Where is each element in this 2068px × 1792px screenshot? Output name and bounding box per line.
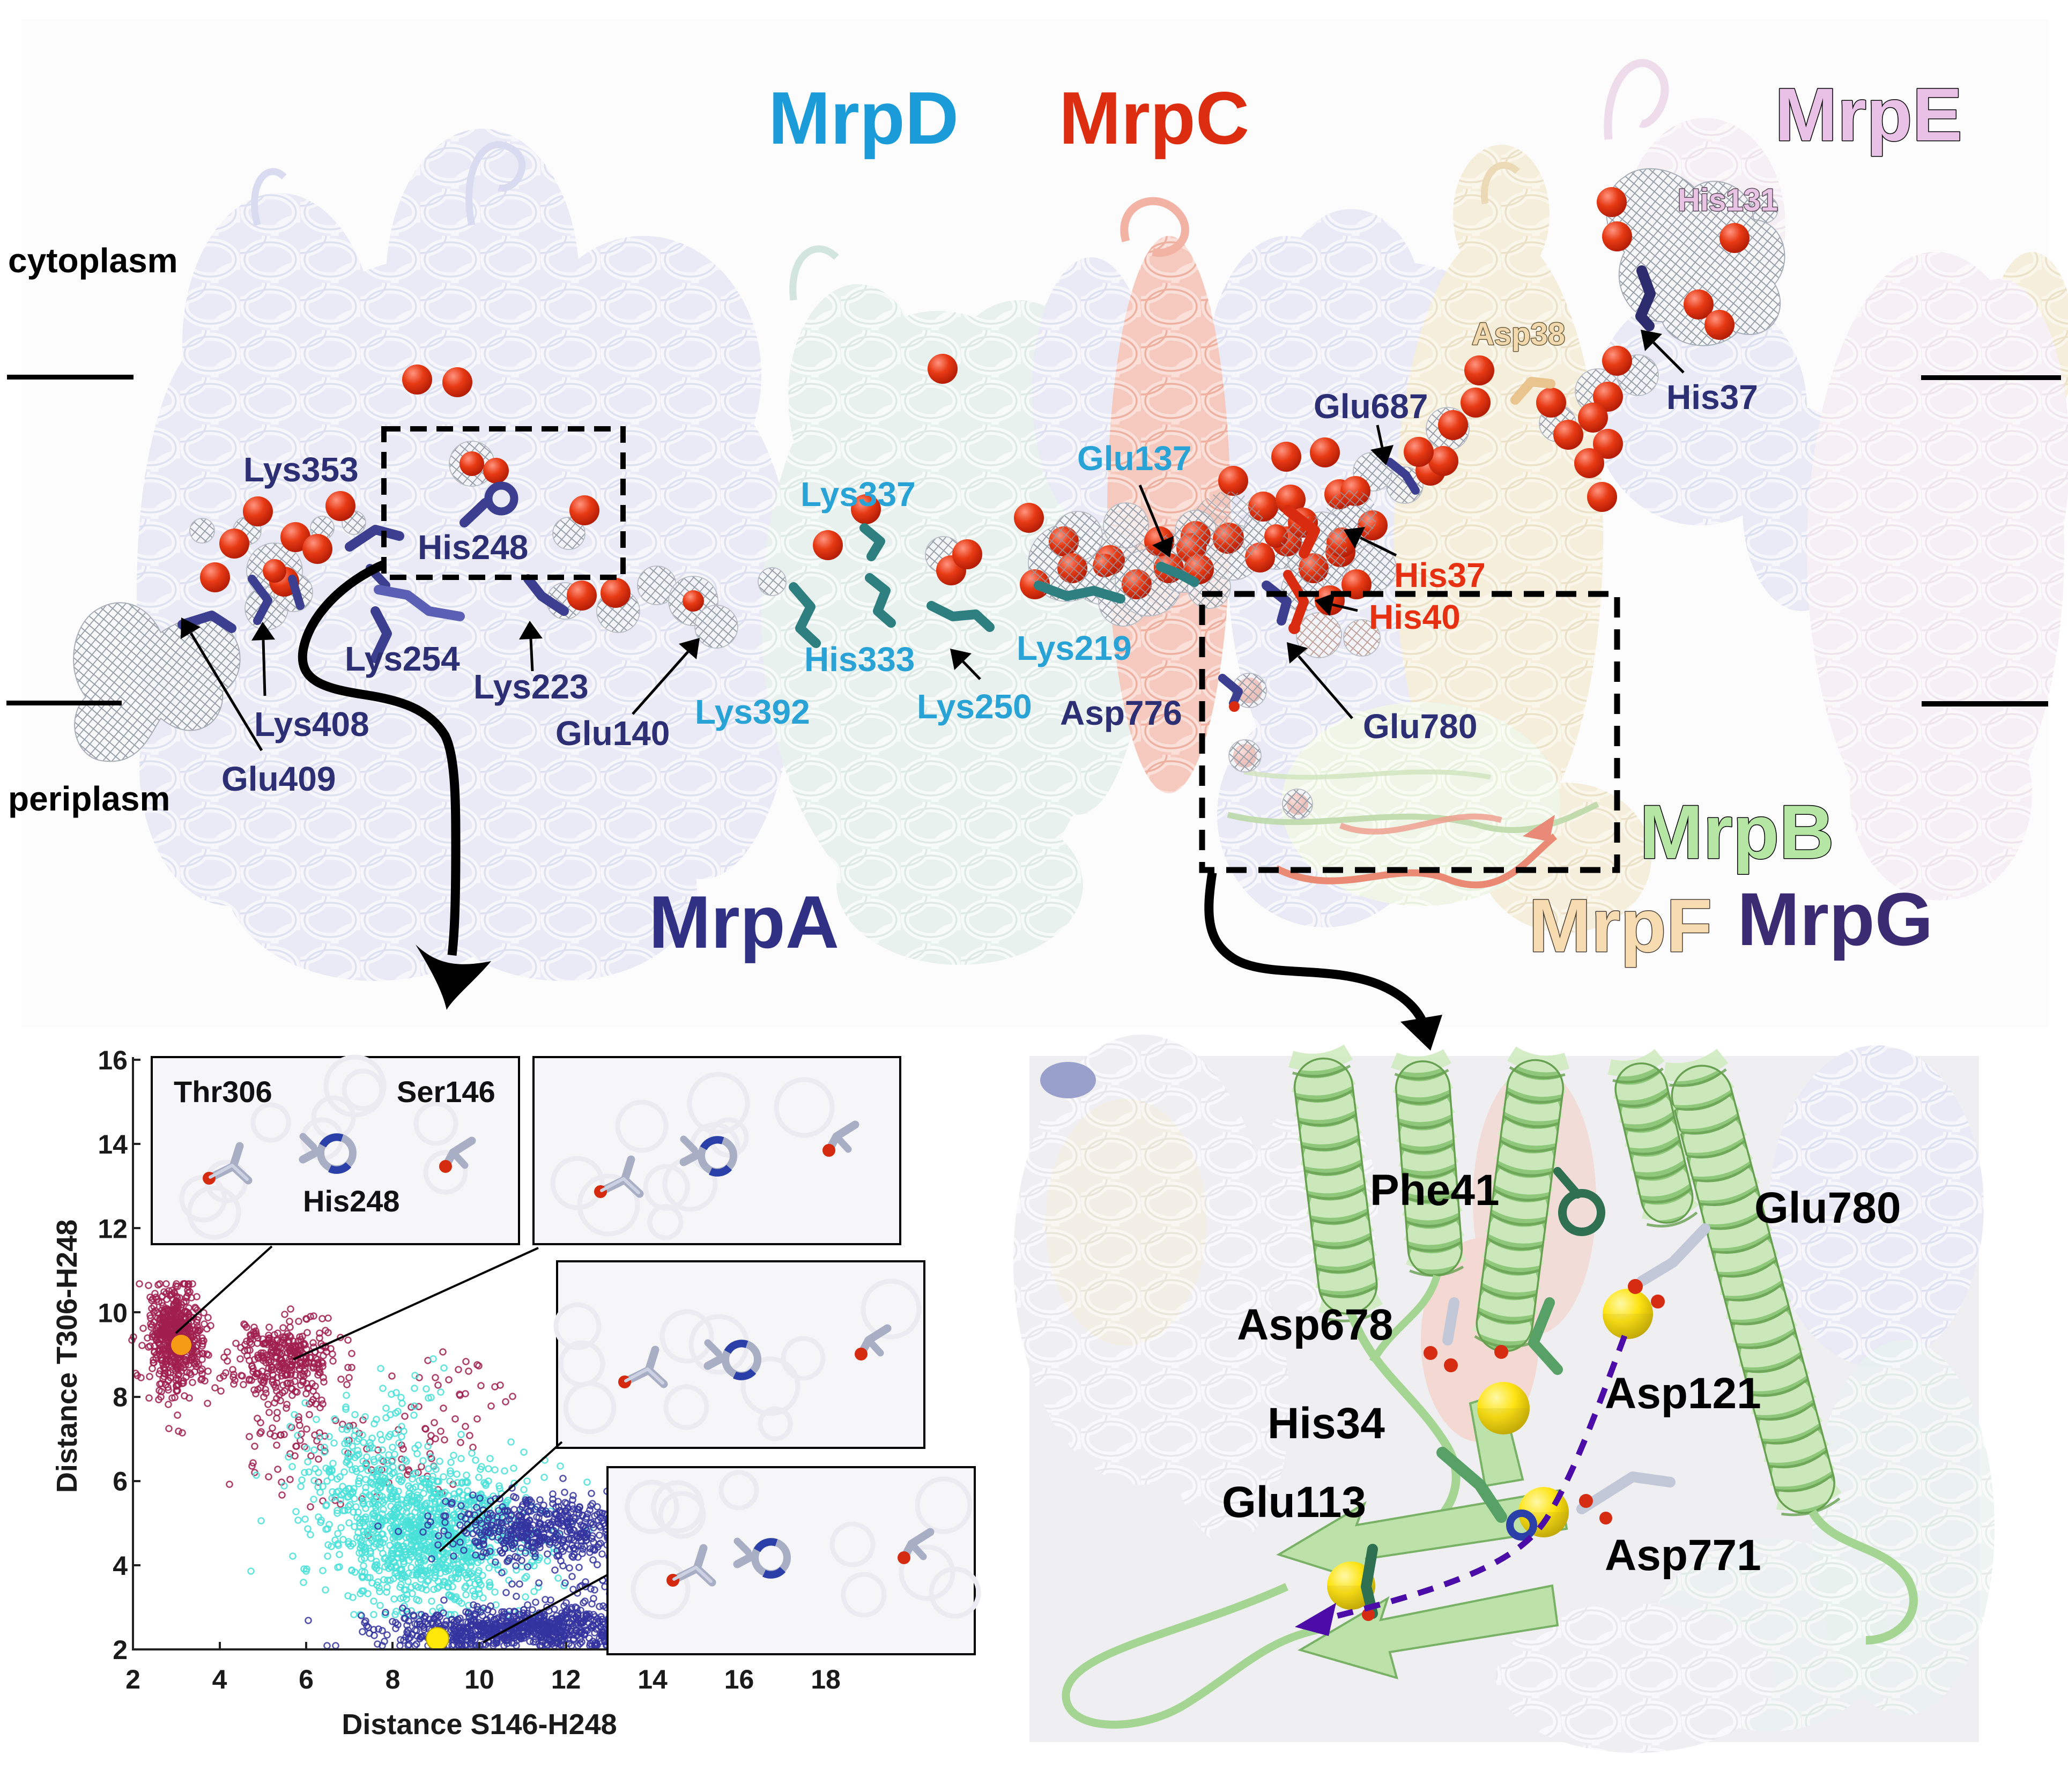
svg-text:Phe41: Phe41	[1370, 1166, 1500, 1215]
svg-text:MrpC: MrpC	[1059, 77, 1249, 160]
svg-text:MrpE: MrpE	[1775, 72, 1962, 157]
svg-text:Glu409: Glu409	[221, 760, 336, 798]
svg-text:Glu780: Glu780	[1363, 707, 1477, 746]
svg-text:Glu780: Glu780	[1754, 1184, 1901, 1232]
svg-text:His34: His34	[1268, 1399, 1385, 1448]
svg-text:2: 2	[125, 1664, 140, 1694]
svg-text:His248: His248	[303, 1184, 400, 1218]
svg-text:MrpG: MrpG	[1737, 877, 1933, 961]
svg-text:2: 2	[113, 1635, 128, 1665]
svg-text:Lys254: Lys254	[345, 640, 460, 678]
svg-text:6: 6	[299, 1664, 314, 1694]
svg-text:14: 14	[638, 1664, 668, 1694]
svg-text:MrpA: MrpA	[649, 881, 839, 964]
svg-text:8: 8	[113, 1382, 128, 1412]
svg-text:Asp776: Asp776	[1060, 694, 1182, 732]
svg-text:4: 4	[212, 1664, 227, 1694]
svg-text:Asp678: Asp678	[1237, 1300, 1394, 1349]
svg-text:Asp121: Asp121	[1605, 1369, 1761, 1418]
svg-text:Lys353: Lys353	[243, 450, 359, 489]
svg-text:Glu137: Glu137	[1077, 439, 1191, 478]
svg-text:His37: His37	[1666, 378, 1758, 417]
svg-text:10: 10	[98, 1298, 128, 1328]
svg-text:8: 8	[386, 1664, 401, 1694]
svg-text:14: 14	[98, 1129, 128, 1159]
svg-text:16: 16	[98, 1045, 128, 1075]
svg-text:16: 16	[724, 1664, 754, 1694]
svg-text:His37: His37	[1394, 556, 1486, 594]
svg-text:Lys408: Lys408	[254, 705, 369, 743]
svg-text:Ser146: Ser146	[397, 1075, 495, 1109]
svg-text:His248: His248	[418, 528, 528, 567]
svg-text:Lys392: Lys392	[695, 693, 810, 731]
svg-text:Lys219: Lys219	[1017, 629, 1132, 667]
svg-text:Distance S146-H248: Distance S146-H248	[342, 1708, 617, 1741]
svg-text:His131: His131	[1678, 183, 1778, 218]
svg-text:MrpF: MrpF	[1529, 883, 1712, 968]
svg-text:12: 12	[551, 1664, 581, 1694]
svg-text:18: 18	[811, 1664, 841, 1694]
svg-text:Glu140: Glu140	[555, 714, 670, 753]
svg-text:His40: His40	[1369, 598, 1461, 636]
svg-text:Lys223: Lys223	[473, 667, 589, 706]
svg-text:Lys337: Lys337	[800, 475, 916, 514]
svg-text:Thr306: Thr306	[174, 1075, 272, 1109]
svg-text:cytoplasm: cytoplasm	[8, 241, 178, 280]
svg-text:12: 12	[98, 1214, 128, 1244]
svg-text:10: 10	[464, 1664, 494, 1694]
svg-text:periplasm: periplasm	[8, 779, 170, 818]
svg-text:Glu113: Glu113	[1222, 1478, 1366, 1527]
svg-text:4: 4	[113, 1551, 128, 1581]
svg-text:MrpB: MrpB	[1640, 790, 1834, 875]
svg-text:Lys250: Lys250	[917, 687, 1032, 726]
svg-text:His333: His333	[804, 640, 915, 679]
svg-text:MrpD: MrpD	[768, 77, 959, 160]
svg-text:6: 6	[113, 1467, 128, 1497]
svg-text:Distance T306-H248: Distance T306-H248	[51, 1220, 83, 1493]
svg-text:Asp771: Asp771	[1605, 1531, 1761, 1580]
svg-text:Asp38: Asp38	[1472, 317, 1565, 352]
svg-text:Glu687: Glu687	[1314, 387, 1428, 426]
